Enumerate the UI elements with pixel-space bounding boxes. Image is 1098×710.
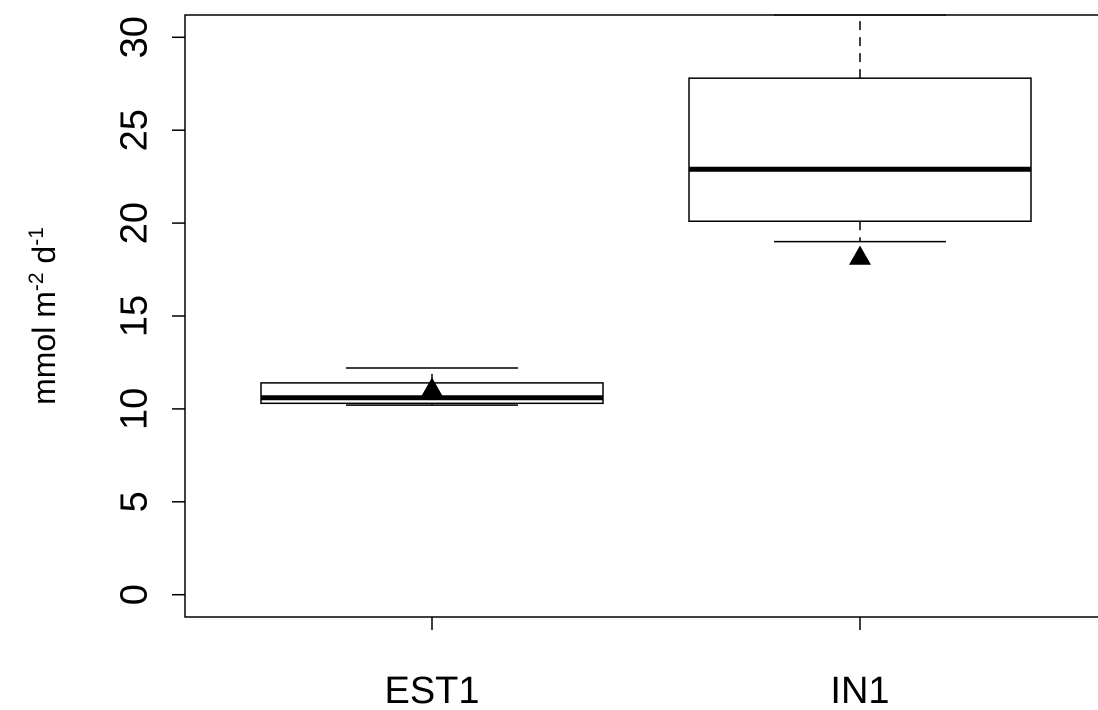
plot-area	[260, 14, 1032, 406]
box-iqr	[688, 77, 1032, 222]
y-axis-label-unit: mmol m	[26, 291, 62, 405]
x-tick-label: IN1	[830, 670, 889, 710]
y-tick-label: 25	[113, 109, 155, 151]
y-axis-label-mid: d	[26, 246, 62, 273]
y-tick-label: 15	[113, 295, 155, 337]
y-tick-label: 5	[113, 491, 155, 512]
y-tick-label: 30	[113, 16, 155, 58]
y-tick-label: 10	[113, 388, 155, 430]
mean-marker	[421, 377, 443, 397]
y-axis-label-exp2: -1	[25, 227, 48, 246]
x-axis: EST1 IN1	[384, 617, 890, 710]
y-tick-label: 20	[113, 202, 155, 244]
y-tick-label: 0	[113, 584, 155, 605]
y-axis-label-exp1: -2	[25, 272, 48, 291]
mean-marker	[849, 245, 871, 265]
y-axis: 0 5 10 15 20 25 30	[113, 16, 185, 605]
y-axis-label: mmol m-2 d-1	[25, 227, 62, 405]
x-tick-label: EST1	[384, 670, 479, 710]
